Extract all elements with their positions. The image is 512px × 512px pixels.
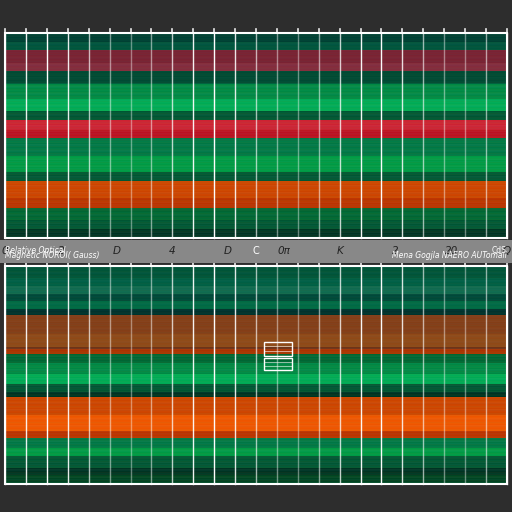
Bar xyxy=(5,431,507,438)
Text: K: K xyxy=(336,246,343,257)
Bar xyxy=(5,42,507,50)
Bar xyxy=(5,82,507,99)
Bar xyxy=(5,363,507,374)
Bar xyxy=(5,354,507,363)
Bar xyxy=(264,342,292,356)
Text: 2: 2 xyxy=(57,246,64,257)
Bar xyxy=(5,286,507,293)
Bar xyxy=(5,448,507,457)
Bar xyxy=(5,99,507,111)
Bar xyxy=(5,392,507,397)
Text: 4: 4 xyxy=(169,246,176,257)
Bar xyxy=(5,198,507,208)
Bar xyxy=(5,33,507,42)
Text: 0: 0 xyxy=(2,246,8,257)
Bar xyxy=(5,438,507,448)
Text: D: D xyxy=(224,246,232,257)
Bar xyxy=(5,111,507,120)
Bar xyxy=(5,156,507,173)
Bar xyxy=(0,240,512,263)
Bar xyxy=(5,397,507,415)
Bar xyxy=(5,334,507,347)
Bar xyxy=(5,33,507,238)
Bar xyxy=(5,173,507,181)
Text: Mena Gogjla NAERO AUTomali: Mena Gogjla NAERO AUTomali xyxy=(392,251,507,260)
Bar xyxy=(5,374,507,385)
Text: Magnetic NOROI( Gauss): Magnetic NOROI( Gauss) xyxy=(5,251,100,260)
Bar xyxy=(5,468,507,475)
Text: 2: 2 xyxy=(392,246,399,257)
Text: 20: 20 xyxy=(444,246,458,257)
Bar xyxy=(5,301,507,309)
Bar xyxy=(5,309,507,315)
Bar xyxy=(5,385,507,392)
Bar xyxy=(5,71,507,82)
Bar xyxy=(5,131,507,138)
Bar xyxy=(5,266,507,349)
Text: Q: Q xyxy=(503,246,511,257)
Bar xyxy=(5,120,507,131)
Bar xyxy=(5,475,507,484)
Bar xyxy=(5,293,507,301)
Bar xyxy=(5,181,507,198)
Text: Relative Optical: Relative Optical xyxy=(5,246,66,255)
Text: CdS: CdS xyxy=(492,246,507,255)
Bar xyxy=(5,33,507,84)
Bar xyxy=(5,229,507,238)
Bar xyxy=(5,50,507,63)
Bar xyxy=(5,266,507,484)
Bar xyxy=(5,415,507,431)
Bar xyxy=(264,358,292,370)
Bar xyxy=(5,208,507,220)
Text: 0π: 0π xyxy=(278,246,290,257)
Bar xyxy=(5,266,507,278)
Bar xyxy=(5,347,507,354)
Bar xyxy=(5,63,507,71)
Bar xyxy=(5,220,507,229)
Bar xyxy=(5,457,507,468)
Bar xyxy=(5,138,507,156)
Text: D: D xyxy=(113,246,121,257)
Bar xyxy=(5,315,507,334)
Text: C: C xyxy=(252,246,260,256)
Bar xyxy=(5,278,507,286)
